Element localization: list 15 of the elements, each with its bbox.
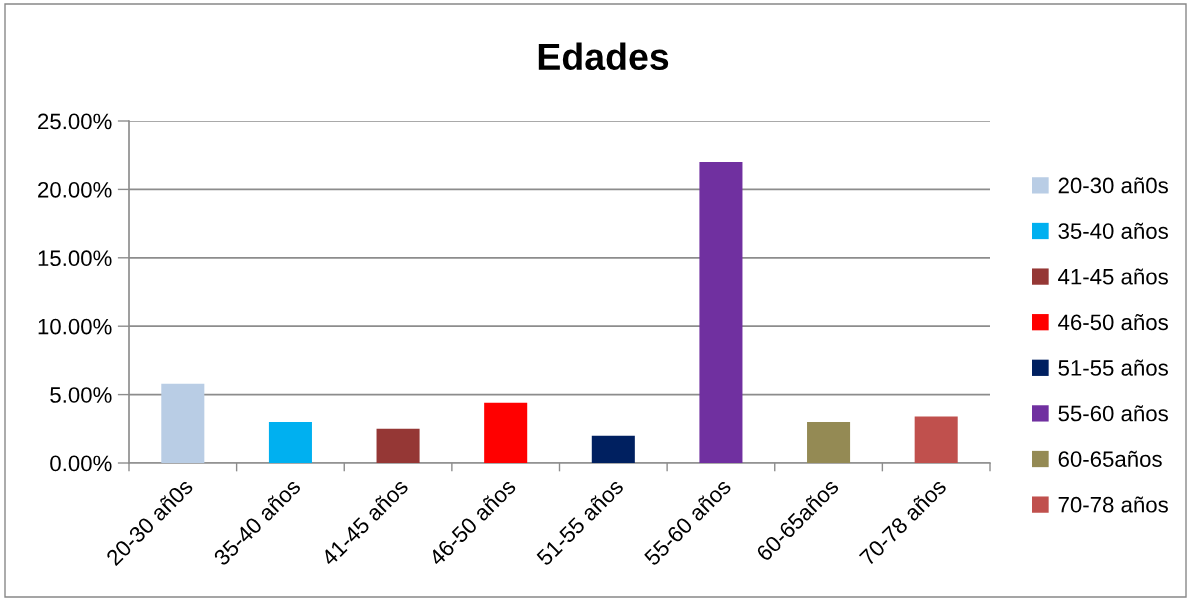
legend-label: 41-45 años <box>1058 268 1168 285</box>
legend-label: 20-30 añ0s <box>1058 177 1168 194</box>
legend-label: 55-60 años <box>1058 405 1168 422</box>
y-tick-label: 20.00% <box>38 181 112 198</box>
legend-label: 51-55 años <box>1058 359 1168 376</box>
legend-label: 60-65años <box>1058 450 1162 467</box>
legend-label: 46-50 años <box>1058 314 1168 331</box>
y-tick-label: 25.00% <box>38 113 112 130</box>
y-tick-label: 5.00% <box>50 387 112 403</box>
y-tick-label: 10.00% <box>38 318 112 335</box>
y-tick-label: 15.00% <box>38 250 112 267</box>
legend-label: 35-40 años <box>1058 222 1168 239</box>
legend-label: 70-78 años <box>1058 496 1168 513</box>
chart-title: Edades <box>538 42 669 71</box>
y-tick-label: 0.00% <box>50 455 112 472</box>
